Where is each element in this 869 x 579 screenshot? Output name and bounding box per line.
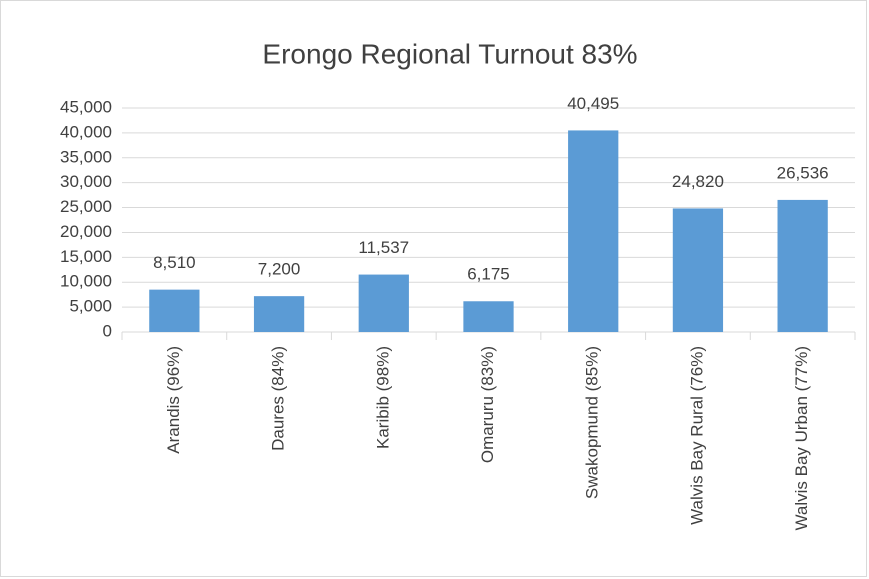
- bar: [253, 296, 305, 332]
- bar: [463, 301, 514, 332]
- data-label: 40,495: [567, 94, 619, 113]
- x-tick-label: Karibib (98%): [373, 346, 392, 449]
- x-tick-label: Omaruru (83%): [478, 346, 497, 463]
- x-tick-label: Walvis Bay Rural (76%): [687, 346, 706, 525]
- x-tick-label: Arandis (96%): [164, 346, 183, 454]
- bar: [358, 274, 409, 332]
- data-label: 24,820: [672, 172, 724, 191]
- data-label: 6,175: [467, 265, 510, 284]
- chart-title: Erongo Regional Turnout 83%: [262, 38, 637, 69]
- y-tick-label: 45,000: [60, 97, 112, 116]
- y-tick-label: 25,000: [60, 197, 112, 216]
- data-label: 7,200: [258, 260, 301, 279]
- y-tick-label: 40,000: [60, 122, 112, 141]
- y-tick-label: 5,000: [69, 297, 112, 316]
- data-label: 11,537: [358, 238, 409, 257]
- y-tick-label: 0: [103, 321, 112, 340]
- y-tick-label: 35,000: [60, 147, 112, 166]
- y-tick-label: 30,000: [60, 172, 112, 191]
- y-tick-label: 20,000: [60, 222, 112, 241]
- data-label: 26,536: [777, 163, 829, 182]
- x-tick-label: Daures (84%): [269, 346, 288, 451]
- bar: [149, 289, 200, 332]
- bar: [777, 199, 828, 332]
- x-tick-label: Walvis Bay Urban (77%): [792, 346, 811, 531]
- y-tick-label: 10,000: [60, 272, 112, 291]
- data-label: 8,510: [153, 253, 196, 272]
- y-tick-label: 15,000: [60, 247, 112, 266]
- bar: [568, 130, 619, 332]
- bar: [672, 208, 724, 332]
- x-tick-label: Swakopmund (85%): [583, 346, 602, 499]
